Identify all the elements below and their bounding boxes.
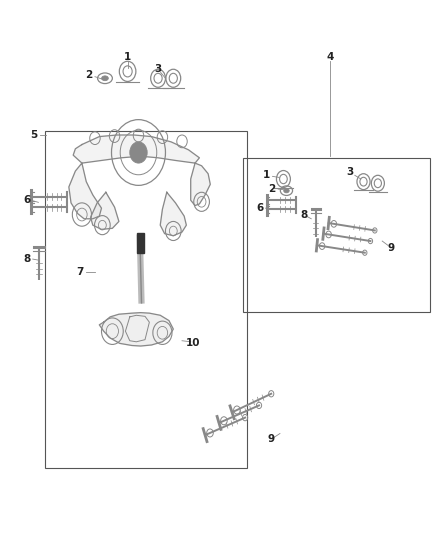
Text: 6: 6 [256, 203, 264, 213]
Polygon shape [99, 313, 173, 346]
Text: 7: 7 [76, 267, 83, 277]
Ellipse shape [102, 76, 108, 80]
Ellipse shape [284, 189, 289, 193]
Text: 8: 8 [23, 254, 30, 263]
Text: 3: 3 [155, 64, 162, 74]
Text: 6: 6 [23, 195, 30, 205]
Bar [45, 131, 247, 468]
Text: 3: 3 [346, 167, 353, 177]
Bar [137, 233, 144, 253]
Text: 2: 2 [85, 70, 92, 79]
Polygon shape [69, 163, 102, 219]
Text: 5: 5 [30, 130, 38, 140]
Bar [243, 158, 430, 312]
Text: 1: 1 [124, 52, 131, 62]
Circle shape [130, 142, 147, 163]
Text: 4: 4 [326, 52, 334, 62]
Text: 1: 1 [263, 171, 271, 180]
Text: 9: 9 [387, 243, 395, 253]
Polygon shape [91, 192, 119, 229]
Text: 8: 8 [300, 210, 307, 220]
Polygon shape [160, 192, 186, 236]
Text: 2: 2 [268, 183, 276, 193]
Text: 9: 9 [268, 434, 275, 444]
Text: 10: 10 [186, 338, 200, 349]
Polygon shape [73, 135, 199, 163]
Polygon shape [191, 163, 210, 206]
